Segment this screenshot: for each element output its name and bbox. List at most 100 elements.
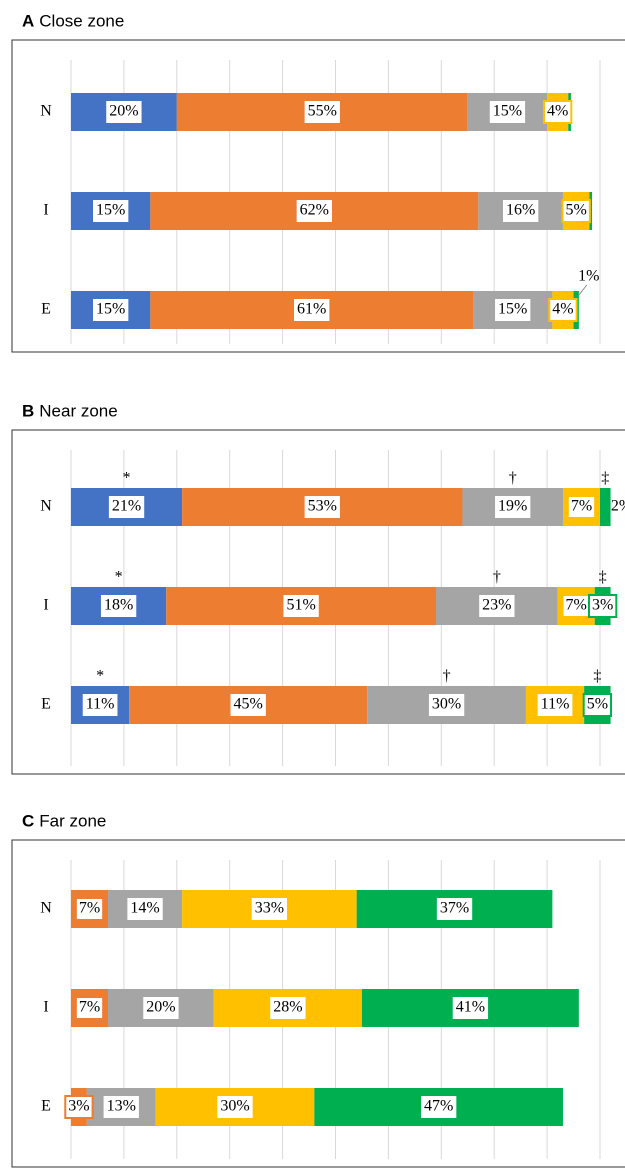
category-label: I [43, 597, 48, 614]
label-box [304, 496, 340, 518]
label-box [100, 595, 137, 617]
value-label: 5% [566, 202, 587, 219]
category-label: E [41, 1098, 51, 1115]
value-label: 7% [571, 498, 592, 515]
label-box [93, 200, 129, 222]
value-label: 3% [592, 597, 613, 614]
label-box [64, 1095, 94, 1119]
leader-line [578, 284, 588, 296]
label-box [251, 898, 288, 920]
category-label: I [43, 202, 48, 219]
label-box [106, 101, 142, 123]
label-box [548, 298, 578, 322]
value-label: 3% [68, 1098, 89, 1115]
label-box [283, 595, 319, 617]
annotation: * [123, 470, 131, 487]
category-label: N [40, 103, 52, 120]
label-box [74, 897, 105, 921]
value-label: 1% [578, 268, 599, 285]
value-label: 4% [547, 103, 568, 120]
value-label: 14% [130, 900, 159, 917]
category-label: E [41, 696, 51, 713]
value-label: 7% [566, 597, 587, 614]
value-label: 47% [424, 1098, 453, 1115]
annotation: † [443, 668, 451, 685]
label-box [103, 1096, 139, 1118]
label-box [304, 101, 340, 123]
label-box [436, 898, 473, 920]
value-label: 4% [552, 301, 573, 318]
value-label: 28% [273, 999, 302, 1016]
label-box [296, 200, 333, 222]
annotation: † [493, 569, 501, 586]
value-label: 37% [440, 900, 469, 917]
label-box [217, 1096, 253, 1118]
value-label: 33% [255, 900, 284, 917]
label-box [495, 299, 531, 321]
label-box [537, 694, 573, 716]
category-label: I [43, 999, 48, 1016]
label-box [143, 997, 179, 1019]
annotation: * [96, 668, 104, 685]
label-box [108, 496, 145, 518]
value-label: 7% [79, 999, 100, 1016]
label-box [452, 997, 489, 1019]
value-label: 41% [456, 999, 485, 1016]
value-label: 15% [96, 202, 125, 219]
category-label: N [40, 900, 52, 917]
label-box [502, 200, 539, 222]
panel-label: B [22, 401, 34, 420]
value-label: 20% [146, 999, 175, 1016]
label-box [561, 199, 591, 223]
label-box [479, 595, 515, 617]
panel-frame [11, 429, 625, 775]
panel-title: Near zone [39, 401, 117, 420]
annotation: * [115, 569, 123, 586]
annotation: ‡ [599, 569, 607, 586]
panel-label: C [22, 811, 34, 830]
label-box [543, 100, 573, 124]
label-box [93, 299, 129, 321]
annotation: † [509, 470, 517, 487]
value-label: 55% [308, 103, 337, 120]
value-label: 45% [234, 696, 263, 713]
value-label: 20% [109, 103, 138, 120]
panel-label: A [22, 11, 34, 30]
value-label: 23% [482, 597, 511, 614]
annotation: ‡ [593, 668, 601, 685]
panel-title: Far zone [39, 811, 106, 830]
value-label: 15% [96, 301, 125, 318]
value-label: 7% [79, 900, 100, 917]
value-label: 19% [498, 498, 527, 515]
label-box [270, 997, 306, 1019]
annotation: ‡ [601, 470, 609, 487]
value-label: 51% [286, 597, 315, 614]
value-label: 5% [587, 696, 608, 713]
label-box [127, 898, 163, 920]
panel-frame [11, 39, 625, 353]
value-label: 62% [300, 202, 329, 219]
category-label: E [41, 301, 51, 318]
value-label: 61% [297, 301, 326, 318]
value-label: 13% [107, 1098, 136, 1115]
value-label: 21% [112, 498, 141, 515]
label-box [294, 299, 330, 321]
category-label: N [40, 498, 52, 515]
value-label: 15% [493, 103, 522, 120]
value-label: 2% [611, 498, 625, 515]
value-label: 11% [541, 696, 570, 713]
label-box [495, 496, 531, 518]
value-label: 30% [432, 696, 461, 713]
label-box [566, 495, 597, 519]
value-label: 30% [220, 1098, 249, 1115]
value-label: 16% [506, 202, 535, 219]
label-box [428, 694, 465, 716]
value-label: 53% [308, 498, 337, 515]
value-label: 18% [104, 597, 133, 614]
panel-frame [11, 839, 625, 1168]
label-box [82, 694, 118, 716]
panel-title: Close zone [39, 11, 124, 30]
label-box [74, 996, 105, 1020]
